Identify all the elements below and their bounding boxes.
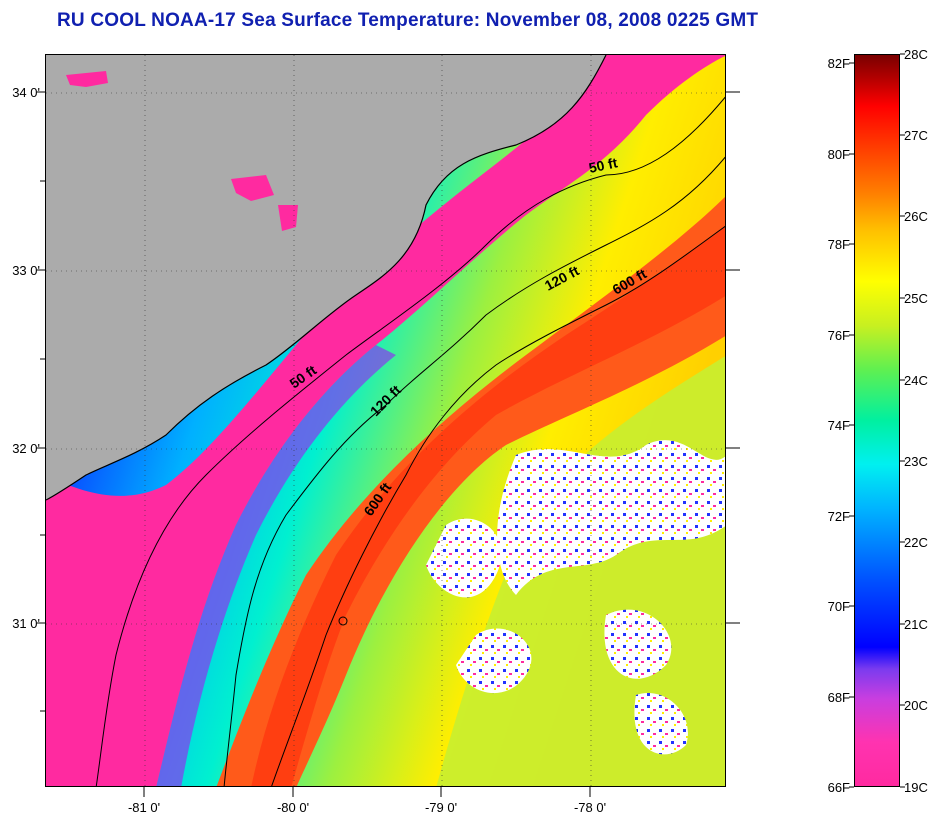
cloud-patches bbox=[426, 440, 725, 755]
cb-label-27c: 27C bbox=[904, 128, 928, 143]
cb-label-80f: 80F bbox=[827, 147, 850, 162]
nearshore-purple bbox=[156, 345, 396, 786]
cb-label-68f: 68F bbox=[827, 690, 850, 705]
isobath-600ft bbox=[271, 225, 725, 786]
isobath-120ft bbox=[223, 156, 725, 786]
lat-label-33: 33 0' bbox=[12, 263, 40, 278]
nearshore-cold-band bbox=[46, 55, 725, 786]
cb-label-26c: 26C bbox=[904, 209, 928, 224]
graticule bbox=[46, 55, 725, 786]
buoy-marker bbox=[338, 616, 348, 626]
isobath-label-50ft-north: 50 ft bbox=[587, 154, 619, 176]
cb-label-70f: 70F bbox=[827, 599, 850, 614]
cb-label-66f: 66F bbox=[827, 780, 850, 795]
cb-label-78f: 78F bbox=[827, 237, 850, 252]
cb-label-25c: 25C bbox=[904, 291, 928, 306]
cb-label-76f: 76F bbox=[827, 328, 850, 343]
temperature-colorbar bbox=[854, 54, 900, 787]
sst-map-svg: 50 ft 50 ft 120 ft 120 ft 600 ft 600 ft bbox=[46, 55, 725, 786]
inland-lake-2 bbox=[231, 175, 274, 201]
cb-label-24c: 24C bbox=[904, 373, 928, 388]
sst-map[interactable]: 50 ft 50 ft 120 ft 120 ft 600 ft 600 ft bbox=[45, 54, 726, 787]
lon-label-79: -79 0' bbox=[424, 800, 458, 815]
lat-label-31: 31 0' bbox=[12, 616, 40, 631]
isobath-50ft bbox=[95, 96, 725, 786]
cb-label-21c: 21C bbox=[904, 617, 928, 632]
inland-lake-3 bbox=[278, 205, 298, 231]
lon-label-78: -78 0' bbox=[573, 800, 607, 815]
cb-label-22c: 22C bbox=[904, 535, 928, 550]
cb-label-20c: 20C bbox=[904, 698, 928, 713]
cb-label-82f: 82F bbox=[827, 56, 850, 71]
map-title: RU COOL NOAA-17 Sea Surface Temperature:… bbox=[57, 10, 759, 31]
inland-lake-1 bbox=[66, 71, 108, 87]
lat-label-32: 32 0' bbox=[12, 441, 40, 456]
cb-label-19c: 19C bbox=[904, 780, 928, 795]
cb-label-28c: 28C bbox=[904, 47, 928, 62]
coastline bbox=[46, 55, 607, 501]
cb-label-72f: 72F bbox=[827, 509, 850, 524]
gulf-stream-core bbox=[251, 226, 725, 786]
lon-label-80: -80 0' bbox=[276, 800, 310, 815]
cb-label-23c: 23C bbox=[904, 454, 928, 469]
land-mass bbox=[46, 55, 606, 500]
cb-label-74f: 74F bbox=[827, 418, 850, 433]
lon-label-81: -81 0' bbox=[127, 800, 161, 815]
lat-label-34: 34 0' bbox=[12, 85, 40, 100]
